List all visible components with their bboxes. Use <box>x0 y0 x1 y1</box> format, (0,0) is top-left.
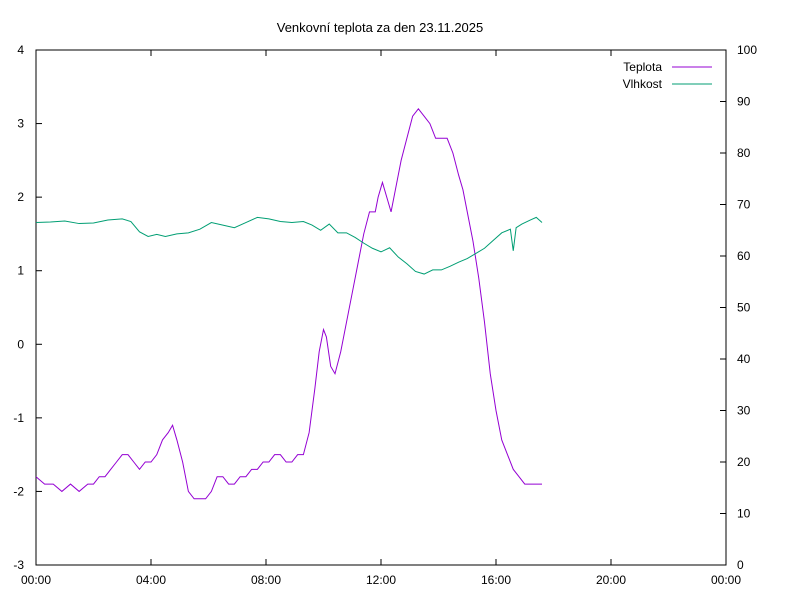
y-right-tick-label: 100 <box>737 43 757 57</box>
x-tick-label: 00:00 <box>711 573 741 587</box>
y-right-tick-label: 70 <box>737 198 751 212</box>
series-lines <box>35 108 543 500</box>
chart-title: Venkovní teplota za den 23.11.2025 <box>277 20 483 35</box>
y-right-tick-label: 10 <box>737 507 751 521</box>
y-right-tick-label: 50 <box>737 301 751 315</box>
y-left-tick-label: 1 <box>17 264 24 278</box>
x-tick-label: 12:00 <box>366 573 396 587</box>
y-left-tick-label: -1 <box>13 411 24 425</box>
y-right-tick-label: 90 <box>737 95 751 109</box>
x-tick-label: 00:00 <box>21 573 51 587</box>
y-left-tick-label: -3 <box>13 558 24 572</box>
y-left-tick-label: 0 <box>17 337 24 351</box>
x-tick-label: 20:00 <box>596 573 626 587</box>
y-left-tick-label: -2 <box>13 484 24 498</box>
y-left-tick-label: 3 <box>17 117 24 131</box>
legend-label: Vlhkost <box>623 77 663 91</box>
y-right-tick-label: 0 <box>737 558 744 572</box>
series-line-teplota <box>35 108 542 500</box>
y-right-tick-label: 60 <box>737 249 751 263</box>
x-tick-label: 08:00 <box>251 573 281 587</box>
plot-area-frame <box>35 49 727 566</box>
axes: 00:00 04:00 08:00 12:00 16:00 20:00 00:00-3-2-… <box>13 43 757 587</box>
x-tick-label: 04:00 <box>136 573 166 587</box>
legend: Teplota Vlhkost <box>623 60 712 91</box>
y-right-tick-label: 20 <box>737 455 751 469</box>
y-right-tick-label: 40 <box>737 352 751 366</box>
y-left-tick-label: 4 <box>17 43 24 57</box>
x-tick-label: 16:00 <box>481 573 511 587</box>
y-right-tick-label: 30 <box>737 404 751 418</box>
y-left-tick-label: 2 <box>17 190 24 204</box>
y-right-tick-label: 80 <box>737 146 751 160</box>
series-line-vlhkost <box>35 216 543 275</box>
legend-label: Teplota <box>623 60 662 74</box>
